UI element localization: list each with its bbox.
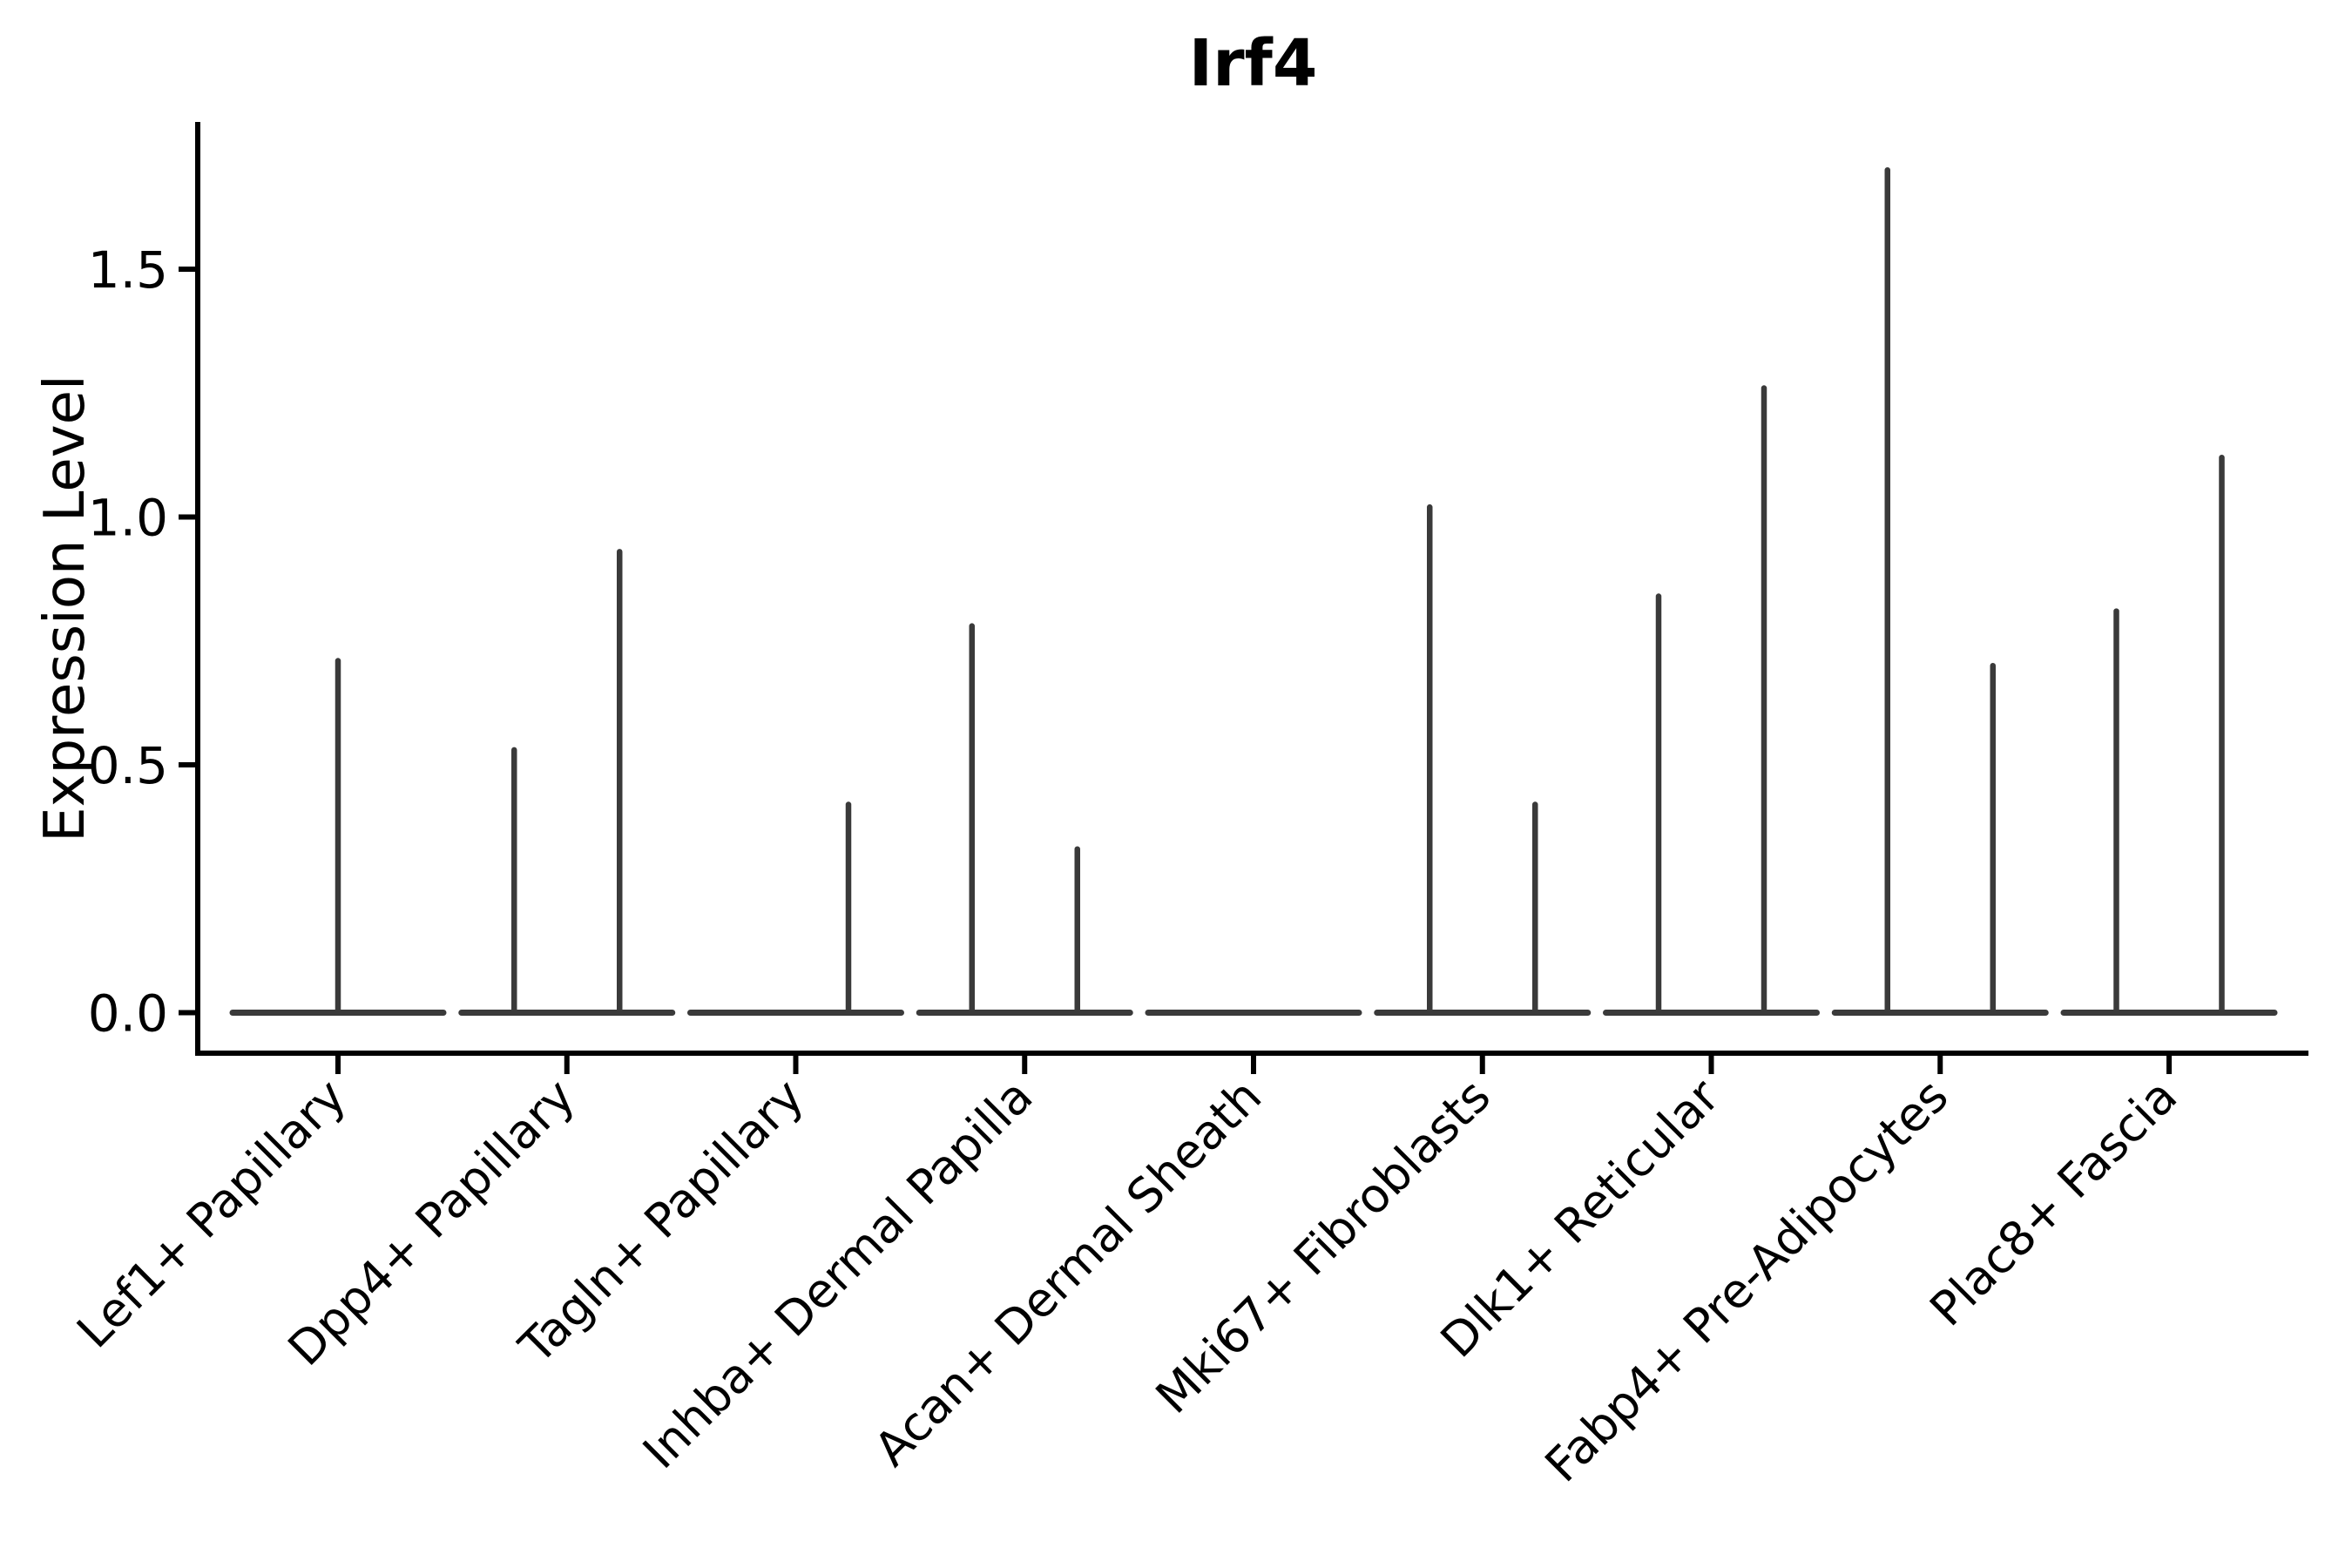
y-tick-label: 1.5 <box>88 240 168 300</box>
y-tick-label: 0.5 <box>88 736 168 795</box>
y-tick-label: 0.0 <box>88 984 168 1044</box>
chart-title: Irf4 <box>1189 26 1318 101</box>
y-axis-label: Expression Level <box>33 375 98 842</box>
y-tick-label: 1.0 <box>88 489 168 548</box>
